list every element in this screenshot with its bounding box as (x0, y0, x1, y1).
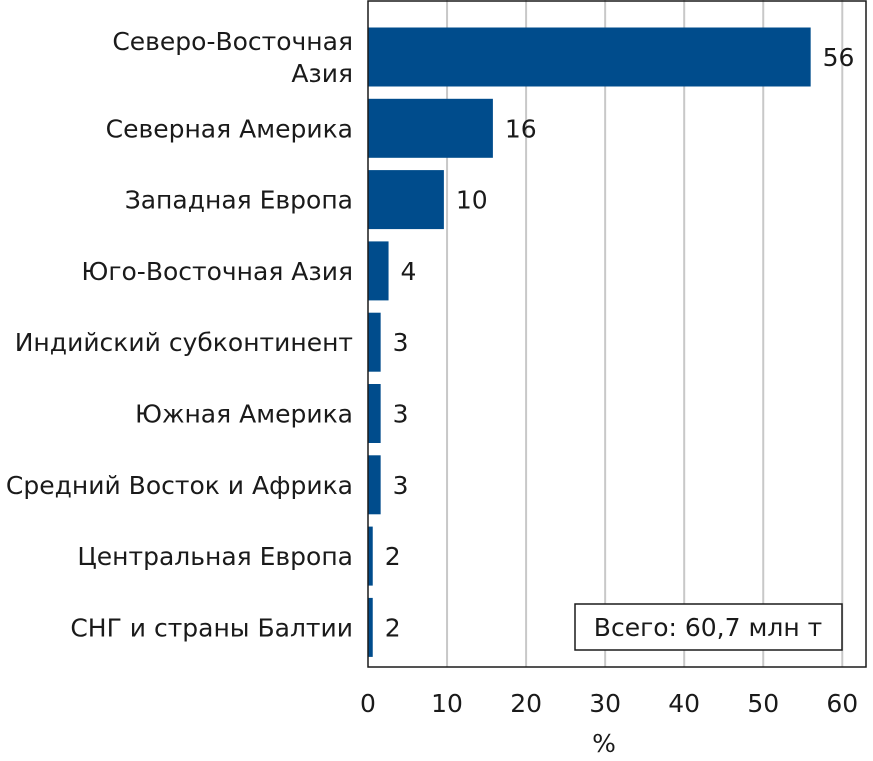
bar (368, 597, 373, 657)
value-label: 4 (401, 257, 417, 286)
bar (368, 312, 381, 372)
category-label: Северо-Восточная (112, 27, 353, 56)
bar (368, 27, 811, 87)
grid-lines (446, 0, 844, 667)
value-label: 3 (393, 471, 409, 500)
category-label: Юго-Восточная Азия (81, 257, 353, 286)
x-tick-label: 50 (747, 689, 779, 718)
value-label: 16 (505, 114, 537, 143)
plot-frame (367, 0, 867, 668)
bar (368, 384, 381, 443)
x-tick-label: 10 (431, 689, 463, 718)
x-tick-label: 0 (360, 689, 376, 718)
x-tick-label: 40 (668, 689, 700, 718)
bar (368, 170, 444, 230)
category-label: Азия (291, 59, 353, 88)
value-labels: 56 16 10 4 3 3 3 2 2 (385, 43, 855, 642)
category-label: Западная Европа (125, 186, 353, 215)
bar (368, 241, 389, 301)
bar (368, 526, 373, 586)
category-label: Средний Восток и Африка (6, 471, 353, 500)
category-labels: Северо-Восточная Азия Северная Америка Запа… (6, 27, 353, 642)
x-tick-label: 60 (826, 689, 858, 718)
bars (368, 27, 811, 657)
value-label: 2 (385, 613, 401, 642)
bar (368, 98, 493, 158)
x-tick-label: 20 (510, 689, 542, 718)
value-label: 3 (393, 400, 409, 429)
total-annotation-text: Всего: 60,7 млн т (594, 613, 822, 642)
category-label: Центральная Европа (77, 542, 353, 571)
x-tick-label: 30 (589, 689, 621, 718)
value-label: 3 (393, 328, 409, 357)
value-label: 2 (385, 542, 401, 571)
category-label: Северная Америка (106, 114, 353, 143)
x-tick-labels: 0 10 20 30 40 50 60 (360, 689, 858, 718)
bar (368, 455, 381, 515)
category-label: СНГ и страны Балтии (70, 613, 353, 642)
value-label: 56 (823, 43, 855, 72)
value-label: 10 (456, 186, 488, 215)
total-annotation-box (574, 603, 843, 651)
x-axis-title: % (592, 729, 616, 758)
category-label: Южная Америка (135, 400, 353, 429)
total-annotation: Всего: 60,7 млн т (574, 603, 843, 651)
category-label: Индийский субконтинент (15, 328, 353, 357)
